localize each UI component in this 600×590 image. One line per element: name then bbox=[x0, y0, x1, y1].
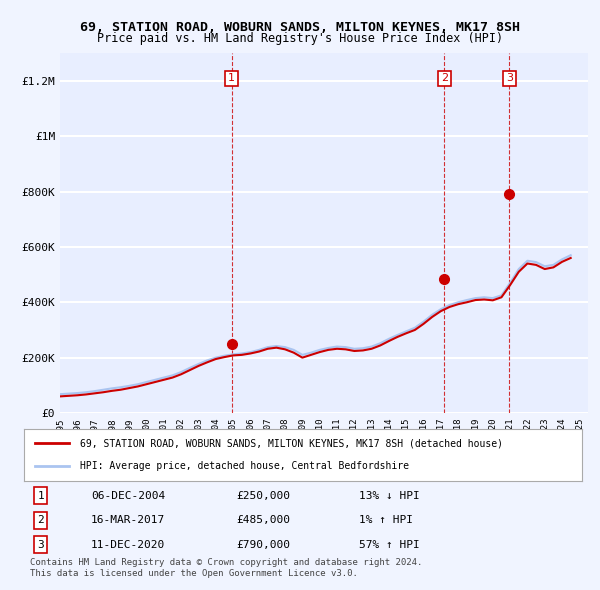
Text: 69, STATION ROAD, WOBURN SANDS, MILTON KEYNES, MK17 8SH (detached house): 69, STATION ROAD, WOBURN SANDS, MILTON K… bbox=[80, 438, 503, 448]
Text: £790,000: £790,000 bbox=[236, 540, 290, 550]
Text: 13% ↓ HPI: 13% ↓ HPI bbox=[359, 491, 419, 501]
Text: £485,000: £485,000 bbox=[236, 515, 290, 525]
Text: Contains HM Land Registry data © Crown copyright and database right 2024.: Contains HM Land Registry data © Crown c… bbox=[30, 558, 422, 566]
Text: This data is licensed under the Open Government Licence v3.0.: This data is licensed under the Open Gov… bbox=[30, 569, 358, 578]
Text: Price paid vs. HM Land Registry's House Price Index (HPI): Price paid vs. HM Land Registry's House … bbox=[97, 32, 503, 45]
Text: 1: 1 bbox=[37, 491, 44, 501]
Text: 1% ↑ HPI: 1% ↑ HPI bbox=[359, 515, 413, 525]
Text: 1: 1 bbox=[228, 73, 235, 83]
Text: HPI: Average price, detached house, Central Bedfordshire: HPI: Average price, detached house, Cent… bbox=[80, 461, 409, 471]
Text: 3: 3 bbox=[506, 73, 513, 83]
Text: 11-DEC-2020: 11-DEC-2020 bbox=[91, 540, 165, 550]
Text: 2: 2 bbox=[441, 73, 448, 83]
Text: 69, STATION ROAD, WOBURN SANDS, MILTON KEYNES, MK17 8SH: 69, STATION ROAD, WOBURN SANDS, MILTON K… bbox=[80, 21, 520, 34]
Text: 57% ↑ HPI: 57% ↑ HPI bbox=[359, 540, 419, 550]
Text: 2: 2 bbox=[37, 515, 44, 525]
Text: 3: 3 bbox=[37, 540, 44, 550]
Text: 16-MAR-2017: 16-MAR-2017 bbox=[91, 515, 165, 525]
Text: £250,000: £250,000 bbox=[236, 491, 290, 501]
Text: 06-DEC-2004: 06-DEC-2004 bbox=[91, 491, 165, 501]
